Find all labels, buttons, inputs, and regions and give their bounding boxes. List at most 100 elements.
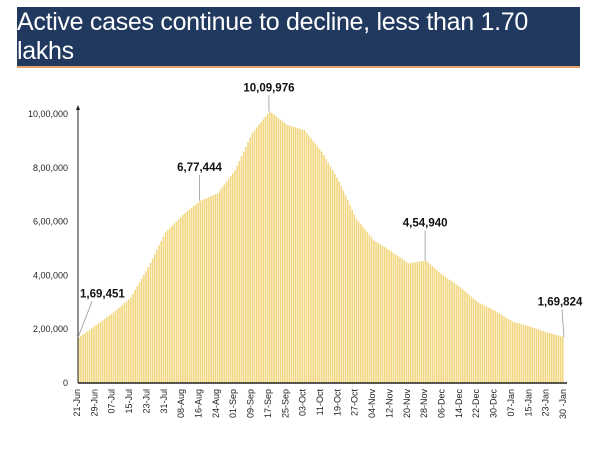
bar [360, 224, 362, 383]
bar [535, 328, 538, 383]
annotation-label: 10,09,976 [243, 82, 294, 94]
x-tick-label: 07-Jan [506, 389, 516, 417]
x-tick-label: 24-Aug [211, 389, 221, 418]
bar [310, 138, 312, 383]
bar [262, 119, 264, 383]
bar [268, 111, 271, 383]
bar [342, 190, 345, 383]
bar [370, 237, 373, 383]
bar [550, 333, 553, 383]
bar [91, 328, 93, 383]
bar [119, 306, 121, 383]
bar [366, 232, 369, 383]
bar [455, 284, 458, 383]
bar [312, 140, 314, 383]
bar [412, 262, 414, 383]
bar [138, 282, 141, 383]
bar [236, 165, 238, 383]
bar [151, 258, 154, 383]
bar [546, 332, 549, 383]
x-tick-label: 30 -Jan [558, 389, 568, 419]
bar [362, 226, 364, 383]
bar [160, 241, 163, 383]
bar [373, 240, 375, 383]
x-tick-label: 19-Oct [332, 389, 342, 417]
bar [368, 235, 371, 383]
bar [559, 336, 562, 383]
bar [336, 177, 338, 383]
bar [481, 304, 484, 383]
bar [197, 202, 199, 383]
bar [488, 307, 490, 383]
bar [399, 257, 401, 383]
bar [462, 289, 464, 383]
bar [340, 185, 343, 383]
x-tick-label: 22-Dec [471, 389, 481, 419]
bar [466, 293, 468, 383]
bar [153, 254, 156, 383]
bar [472, 298, 475, 383]
bar [156, 249, 158, 383]
bar [459, 287, 462, 383]
bar [548, 333, 551, 383]
bar [78, 337, 80, 383]
bar [396, 255, 399, 383]
bar [201, 199, 204, 383]
bar [173, 223, 176, 383]
bar [449, 279, 451, 383]
bar [88, 329, 91, 383]
bar [414, 262, 416, 383]
bar [95, 325, 97, 383]
x-tick-label: 30-Dec [489, 389, 499, 419]
bar [438, 271, 440, 383]
bar [238, 161, 241, 383]
bar [386, 248, 388, 383]
annotation-label: 6,77,444 [177, 162, 222, 174]
bar [225, 181, 228, 383]
bar [232, 173, 234, 383]
bar [186, 211, 189, 383]
bar [286, 124, 288, 383]
bar [164, 232, 167, 383]
bar [179, 217, 182, 383]
bar [418, 261, 421, 383]
y-tick-label: 2,00,000 [33, 324, 68, 334]
bar [542, 330, 544, 383]
bar [492, 309, 494, 383]
bar [127, 299, 130, 383]
bar [166, 230, 169, 383]
x-tick-label: 21-Jun [72, 389, 82, 417]
x-tick-label: 15-Jul [124, 389, 134, 414]
bar [106, 317, 108, 383]
bar [277, 118, 280, 383]
bar [305, 132, 308, 383]
bar [297, 128, 299, 383]
bar [407, 263, 410, 383]
bar [169, 227, 171, 383]
bar [540, 330, 542, 383]
bar [553, 334, 555, 383]
bar [485, 306, 488, 383]
bar [394, 254, 397, 383]
bar [203, 198, 206, 383]
bar [177, 219, 180, 383]
y-tick-label: 6,00,000 [33, 217, 68, 227]
bar [388, 249, 390, 383]
bar [145, 271, 147, 383]
bar [403, 260, 406, 383]
bar [440, 273, 442, 383]
bar [405, 261, 408, 383]
bar [251, 132, 254, 383]
bar [383, 247, 386, 383]
bar [108, 315, 110, 383]
bar [524, 325, 527, 383]
title-banner: Active cases continue to decline, less t… [17, 7, 580, 68]
bar [234, 170, 236, 383]
bar [468, 294, 471, 383]
bar [123, 303, 126, 383]
bar [501, 314, 503, 383]
y-tick-label: 0 [63, 378, 68, 388]
bar [522, 324, 525, 383]
bar [130, 297, 132, 383]
